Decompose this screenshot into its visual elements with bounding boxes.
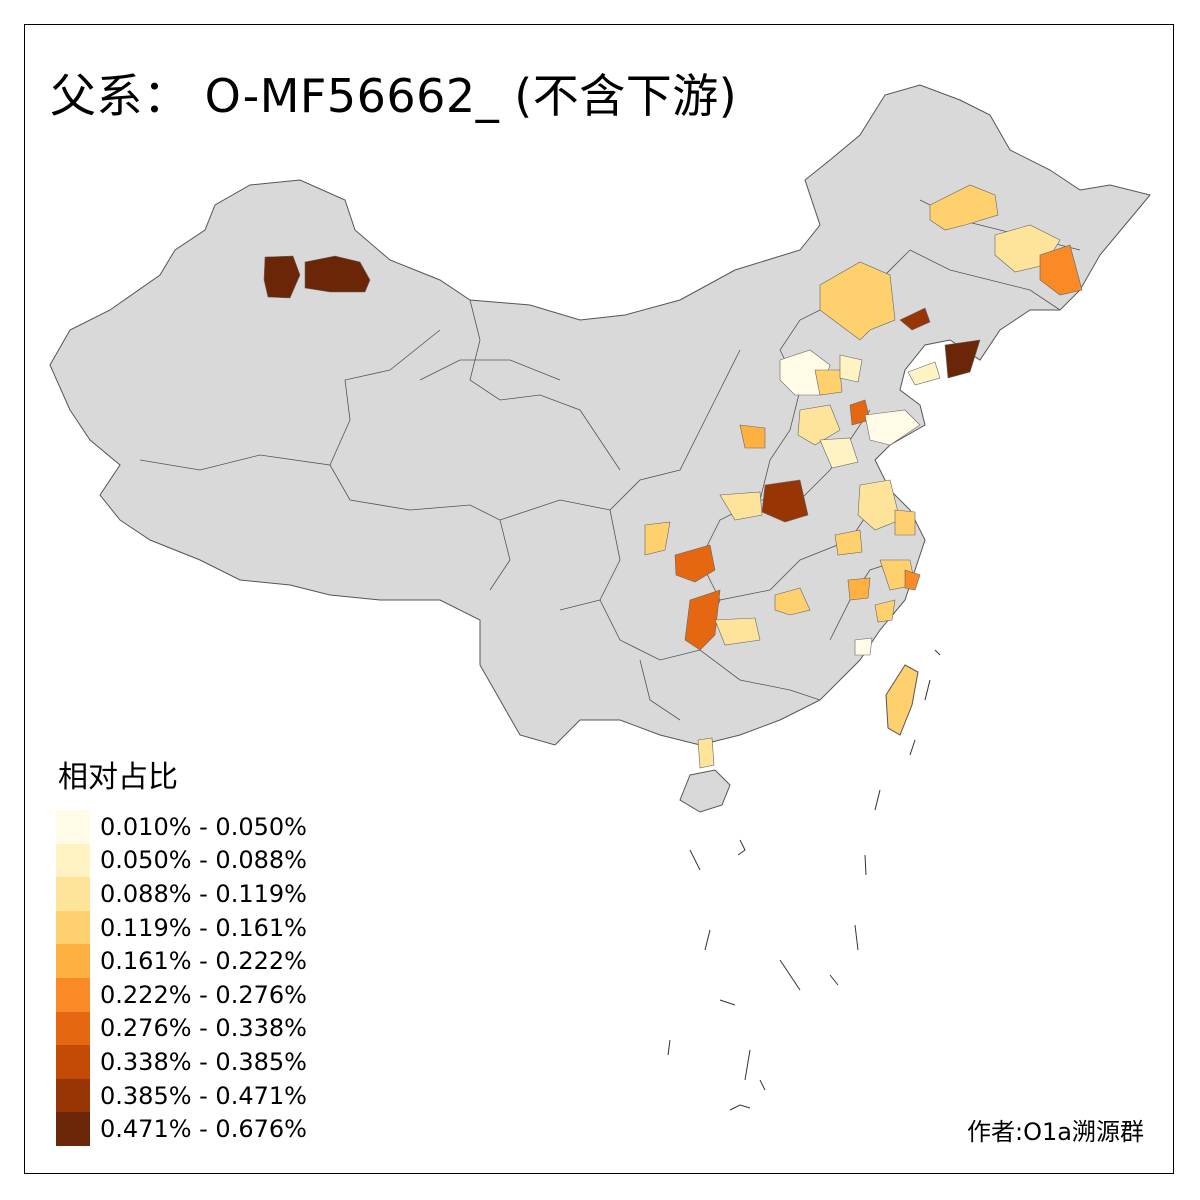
legend-swatch	[56, 1011, 90, 1046]
region-fj-1	[874, 599, 896, 623]
region-im-2	[929, 184, 999, 231]
legend-item: 0.222% - 0.276%	[56, 977, 307, 1012]
region-ah-1	[834, 529, 863, 556]
region-hn-1	[761, 479, 809, 523]
legend-label: 0.385% - 0.471%	[100, 1081, 307, 1110]
region-hn-2	[719, 491, 763, 521]
shaded-regions	[263, 184, 1083, 769]
legend-item: 0.338% - 0.385%	[56, 1045, 307, 1079]
legend-item: 0.161% - 0.222%	[56, 944, 307, 978]
legend-item: 0.119% - 0.161%	[56, 910, 307, 945]
legend-label: 0.010% - 0.050%	[100, 812, 307, 841]
legend: 相对占比 0.010% - 0.050% 0.050% - 0.088% 0.0…	[56, 752, 307, 1146]
legend-item: 0.385% - 0.471%	[56, 1078, 307, 1113]
region-hb-4	[797, 404, 841, 446]
region-hlj-2	[1039, 244, 1083, 296]
legend-swatch	[56, 1078, 90, 1113]
region-gd-1	[697, 737, 715, 769]
south-china-sea-islands	[667, 649, 941, 1111]
region-ln-3	[907, 361, 941, 386]
region-sx-1	[739, 424, 766, 449]
legend-label: 0.119% - 0.161%	[100, 913, 307, 942]
legend-swatch	[56, 843, 90, 878]
legend-item: 0.088% - 0.119%	[56, 877, 307, 911]
legend-swatch	[56, 944, 90, 978]
region-xinjiang-2	[304, 255, 371, 293]
legend-label: 0.222% - 0.276%	[100, 980, 307, 1009]
region-fj-2	[854, 637, 873, 656]
region-sc-1	[644, 521, 671, 556]
legend-swatch	[56, 1045, 90, 1079]
map-title: 父系： O-MF56662_ (不含下游)	[50, 69, 738, 123]
region-hb-3	[839, 354, 863, 383]
legend-swatch	[56, 810, 90, 844]
region-js-2	[894, 509, 916, 536]
legend-swatch	[56, 977, 90, 1012]
legend-label: 0.471% - 0.676%	[100, 1115, 307, 1144]
legend-swatch	[56, 910, 90, 945]
legend-label: 0.050% - 0.088%	[100, 846, 307, 875]
legend-label: 0.276% - 0.338%	[100, 1014, 307, 1043]
legend-title: 相对占比	[58, 760, 178, 795]
legend-item: 0.010% - 0.050%	[56, 810, 307, 844]
region-gz-1	[684, 589, 721, 651]
legend-label: 0.161% - 0.222%	[100, 947, 307, 976]
legend-swatch	[56, 1112, 90, 1146]
region-zj-2	[904, 569, 921, 591]
region-sd-1	[864, 409, 921, 446]
region-ln-2	[944, 339, 981, 379]
region-jx-1	[847, 577, 871, 601]
mainland-outline	[49, 84, 1151, 746]
author-credit: 作者:O1a溯源群	[967, 1118, 1144, 1146]
region-im-1	[819, 261, 896, 341]
region-js-1	[857, 479, 901, 531]
region-hunan-1	[774, 587, 811, 616]
legend-item: 0.471% - 0.676%	[56, 1112, 307, 1146]
legend-item: 0.276% - 0.338%	[56, 1011, 307, 1046]
region-cq	[674, 544, 716, 583]
region-xinjiang-1	[263, 255, 301, 299]
legend-label: 0.088% - 0.119%	[100, 879, 307, 908]
region-hb-2	[814, 369, 843, 396]
legend-items: 0.010% - 0.050% 0.050% - 0.088% 0.088% -…	[56, 810, 307, 1146]
region-gz-2	[714, 617, 761, 646]
hainan-island	[679, 769, 731, 813]
legend-item: 0.050% - 0.088%	[56, 843, 307, 878]
legend-swatch	[56, 877, 90, 911]
legend-label: 0.338% - 0.385%	[100, 1047, 307, 1076]
taiwan-island	[885, 664, 919, 736]
region-sd-2	[819, 437, 859, 469]
region-ln-1	[899, 307, 931, 331]
